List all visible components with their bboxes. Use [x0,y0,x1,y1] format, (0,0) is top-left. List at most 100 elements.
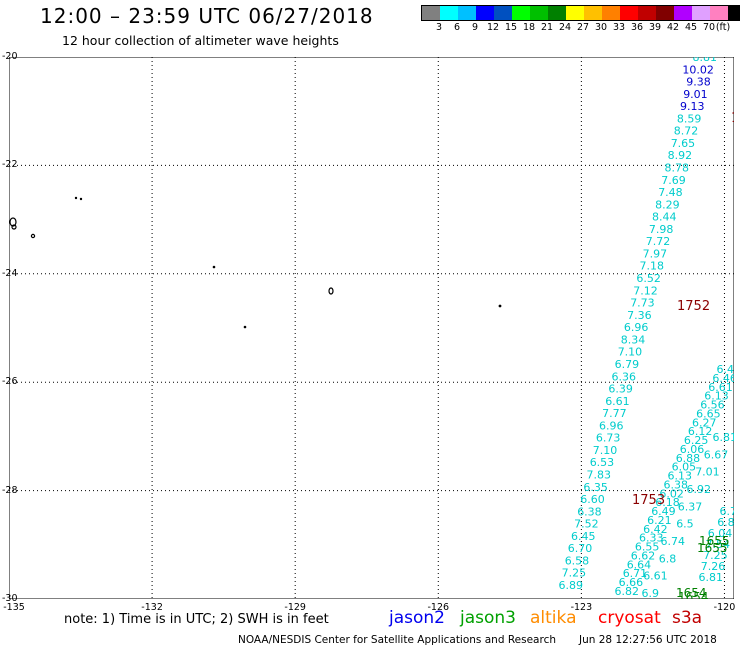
swh-value: 6.81 [699,571,724,584]
latitude-tick-label: -22 [2,159,18,171]
island [328,287,334,295]
swh-value: 6.42 [643,523,668,536]
swh-value: 6.62 [631,550,656,563]
pass-time-label: 1752 [733,57,734,66]
longitude-tick-label: -129 [284,602,306,613]
swh-value: 10.02 [682,63,714,76]
island [9,217,17,227]
swh-value: 6.13 [704,390,729,403]
latitude-tick-label: -20 [2,51,18,62]
mission-label-jason3: jason3 [460,608,516,628]
swh-value: 6.21 [647,514,672,527]
legend-tick-label: 45 [684,22,698,33]
swh-value: 6.35 [583,481,608,494]
legend-swatch [512,6,530,20]
swh-value: 6.12 [688,425,713,438]
swh-value: 7.73 [630,297,655,310]
latitude-tick-label: -24 [2,267,18,279]
pass-time-label: 1655 [697,541,728,555]
swh-value: 7.25 [703,549,728,562]
swh-value: 6.64 [627,558,652,571]
legend-tick-label: 6 [453,22,461,33]
swh-value: 6.65 [696,407,721,420]
longitude-tick-label: -132 [141,602,163,613]
swh-value: 9.13 [680,100,705,113]
graticule [9,57,734,599]
swh-value: 6.8 [717,516,734,529]
legend-swatch [620,6,638,20]
island [74,196,78,200]
swh-value: 8.44 [652,211,677,224]
legend-tick-label: 70 [702,22,716,33]
swh-value: 7.01 [695,466,720,479]
legend-tick-label: 36 [630,22,644,33]
swh-value: 6.49 [651,505,676,518]
swh-value: 6.82 [615,585,640,598]
swh-value: 6.61 [605,395,630,408]
legend-tick-label: 24 [558,22,572,33]
swh-value: 6.46 [712,372,734,385]
island [243,325,247,329]
legend-swatch [728,6,740,20]
swh-value: 6.8 [659,552,677,565]
island [79,197,83,201]
swh-value: 6.06 [680,443,705,456]
legend-swatch [584,6,602,20]
swh-value: 6.39 [608,383,633,396]
map-subtitle: 12 hour collection of altimeter wave hei… [62,33,339,48]
mission-label-jason2: jason2 [389,608,445,628]
latitude-tick-label: -28 [2,484,18,496]
generated-timestamp: Jun 28 12:27:56 UTC 2018 [579,634,717,646]
plot-frame [9,57,734,599]
swh-value: 6.13 [668,470,693,483]
swh-value: 6.58 [565,554,590,567]
mission-label-cryosat: cryosat [598,608,661,628]
legend-tick-label: 21 [540,22,554,33]
swh-value: 6.81 [713,431,735,444]
longitude-tick-label: -126 [427,602,450,613]
latitude-tick-label: -30 [2,593,18,604]
legend-swatch [602,6,620,20]
longitude-tick-label: -123 [570,602,593,613]
swh-value: 8.34 [621,333,646,346]
footer-note: note: 1) Time is in UTC; 2) SWH is in fe… [64,612,329,627]
swh-value: 7.12 [633,284,658,297]
swh-value: 6.41 [717,363,735,376]
swh-value: 6.89 [559,579,584,592]
swh-value: 6.25 [684,434,709,447]
swh-value: 8.78 [665,162,690,175]
legend-swatch [674,6,692,20]
swh-value: 6.71 [623,567,648,580]
swh-value: 9.01 [683,88,708,101]
island [498,304,502,308]
swh-value: 6.7 [720,505,735,518]
swh-value: 6.27 [692,416,717,429]
longitude-tick-label: -120 [713,602,736,613]
island [11,224,17,230]
swh-value: 8.92 [668,149,693,162]
satellite-tracks: 8.8110.029.389.019.138.598.727.658.928.7… [559,57,735,599]
legend-tick-label: 3 [435,22,443,33]
legend-tick-label: 39 [648,22,662,33]
legend-swatch [440,6,458,20]
swh-value: 6.53 [590,456,615,469]
swh-value: 6.5 [676,518,694,531]
swh-value: 6.38 [577,505,602,518]
credit-line: NOAA/NESDIS Center for Satellite Applica… [238,634,556,646]
legend-swatch [494,6,512,20]
swh-value: 6.88 [676,452,701,465]
legend-tick-label: 27 [576,22,590,33]
swh-value: 7.54 [706,538,731,551]
map-plot-area: 8.8110.029.389.019.138.598.727.658.928.7… [9,57,734,599]
pass-time-label: 1753 [632,493,665,508]
swh-value: 8.59 [677,112,702,125]
swh-value: 6.92 [687,483,712,496]
legend-tick-label: 9 [471,22,479,33]
islands [9,196,502,329]
swh-value: 8.81 [693,57,718,64]
swh-value: 6.52 [636,272,661,285]
swh-value: 6.18 [655,496,680,509]
swh-value: 6.74 [661,535,686,548]
swh-value: 7.77 [602,407,627,420]
longitude-tick-label: -135 [3,602,25,613]
